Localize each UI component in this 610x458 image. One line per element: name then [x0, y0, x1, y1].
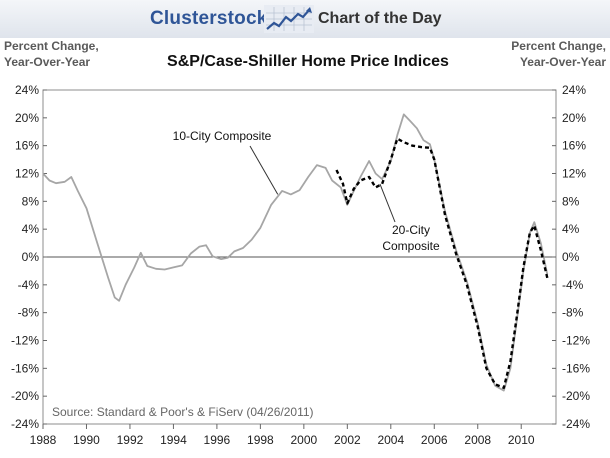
y-tick-label-left: 8%	[22, 194, 40, 208]
y-tick-label-left: 4%	[22, 222, 40, 236]
y-axis-title-right: Percent Change,	[511, 39, 606, 53]
y-axis-title-left: Percent Change,	[4, 39, 99, 53]
y-tick-label-right: 4%	[562, 222, 580, 236]
y-tick-label-left: 0%	[22, 250, 40, 264]
x-tick-label: 1996	[204, 433, 231, 447]
y-tick-label-left: -24%	[11, 417, 39, 431]
y-tick-label-left: -20%	[11, 389, 39, 403]
y-tick-label-right: 24%	[562, 83, 586, 97]
y-tick-label-left: 12%	[15, 167, 39, 181]
annotation-leader-20-city	[379, 183, 396, 223]
x-tick-label: 2006	[421, 433, 448, 447]
y-tick-label-right: -16%	[562, 361, 590, 375]
y-tick-label-right: 16%	[562, 139, 586, 153]
y-tick-label-right: -4%	[562, 278, 584, 292]
x-tick-label: 1994	[160, 433, 187, 447]
y-tick-label-left: 16%	[15, 139, 39, 153]
y-axis-title-right: Year-Over-Year	[520, 55, 606, 69]
chart-title: S&P/Case-Shiller Home Price Indices	[167, 53, 449, 70]
y-tick-label-right: -20%	[562, 389, 590, 403]
series-line-10-city	[42, 113, 549, 392]
header-banner: Clusterstock Chart of the Day	[0, 0, 610, 38]
header-subtitle: Chart of the Day	[318, 10, 442, 27]
y-tick-label-left: -12%	[11, 334, 39, 348]
y-tick-label-left: -4%	[18, 278, 40, 292]
x-tick-label: 1992	[117, 433, 144, 447]
rising-line-chart-icon	[264, 5, 314, 33]
x-tick-label: 1998	[247, 433, 274, 447]
series-line-20-city	[335, 137, 549, 389]
annotation-20-city: Composite	[382, 239, 440, 253]
y-tick-label-left: 24%	[15, 83, 39, 97]
y-tick-label-right: -24%	[562, 417, 590, 431]
y-tick-label-right: -12%	[562, 334, 590, 348]
annotation-leader-10-city	[249, 145, 279, 195]
y-tick-label-left: 20%	[15, 111, 39, 125]
y-tick-label-right: -8%	[562, 306, 584, 320]
x-tick-label: 2004	[377, 433, 404, 447]
y-tick-label-left: -16%	[11, 361, 39, 375]
y-tick-label-left: -8%	[18, 306, 40, 320]
x-tick-label: 2002	[334, 433, 361, 447]
y-tick-label-right: 12%	[562, 167, 586, 181]
y-tick-label-right: 8%	[562, 194, 580, 208]
x-tick-label: 2000	[290, 433, 317, 447]
source-note: Source: Standard & Poor's & FiServ (04/2…	[52, 405, 314, 419]
brand-name: Clusterstock	[150, 8, 268, 29]
x-tick-label: 1988	[30, 433, 57, 447]
y-tick-label-right: 0%	[562, 250, 580, 264]
x-tick-label: 2010	[508, 433, 535, 447]
y-axis-title-left: Year-Over-Year	[4, 55, 90, 69]
y-tick-label-right: 20%	[562, 111, 586, 125]
x-tick-label: 1990	[73, 433, 100, 447]
annotation-10-city: 10-City Composite	[173, 129, 272, 143]
annotation-20-city: 20-City	[392, 223, 430, 237]
x-tick-label: 2008	[464, 433, 491, 447]
